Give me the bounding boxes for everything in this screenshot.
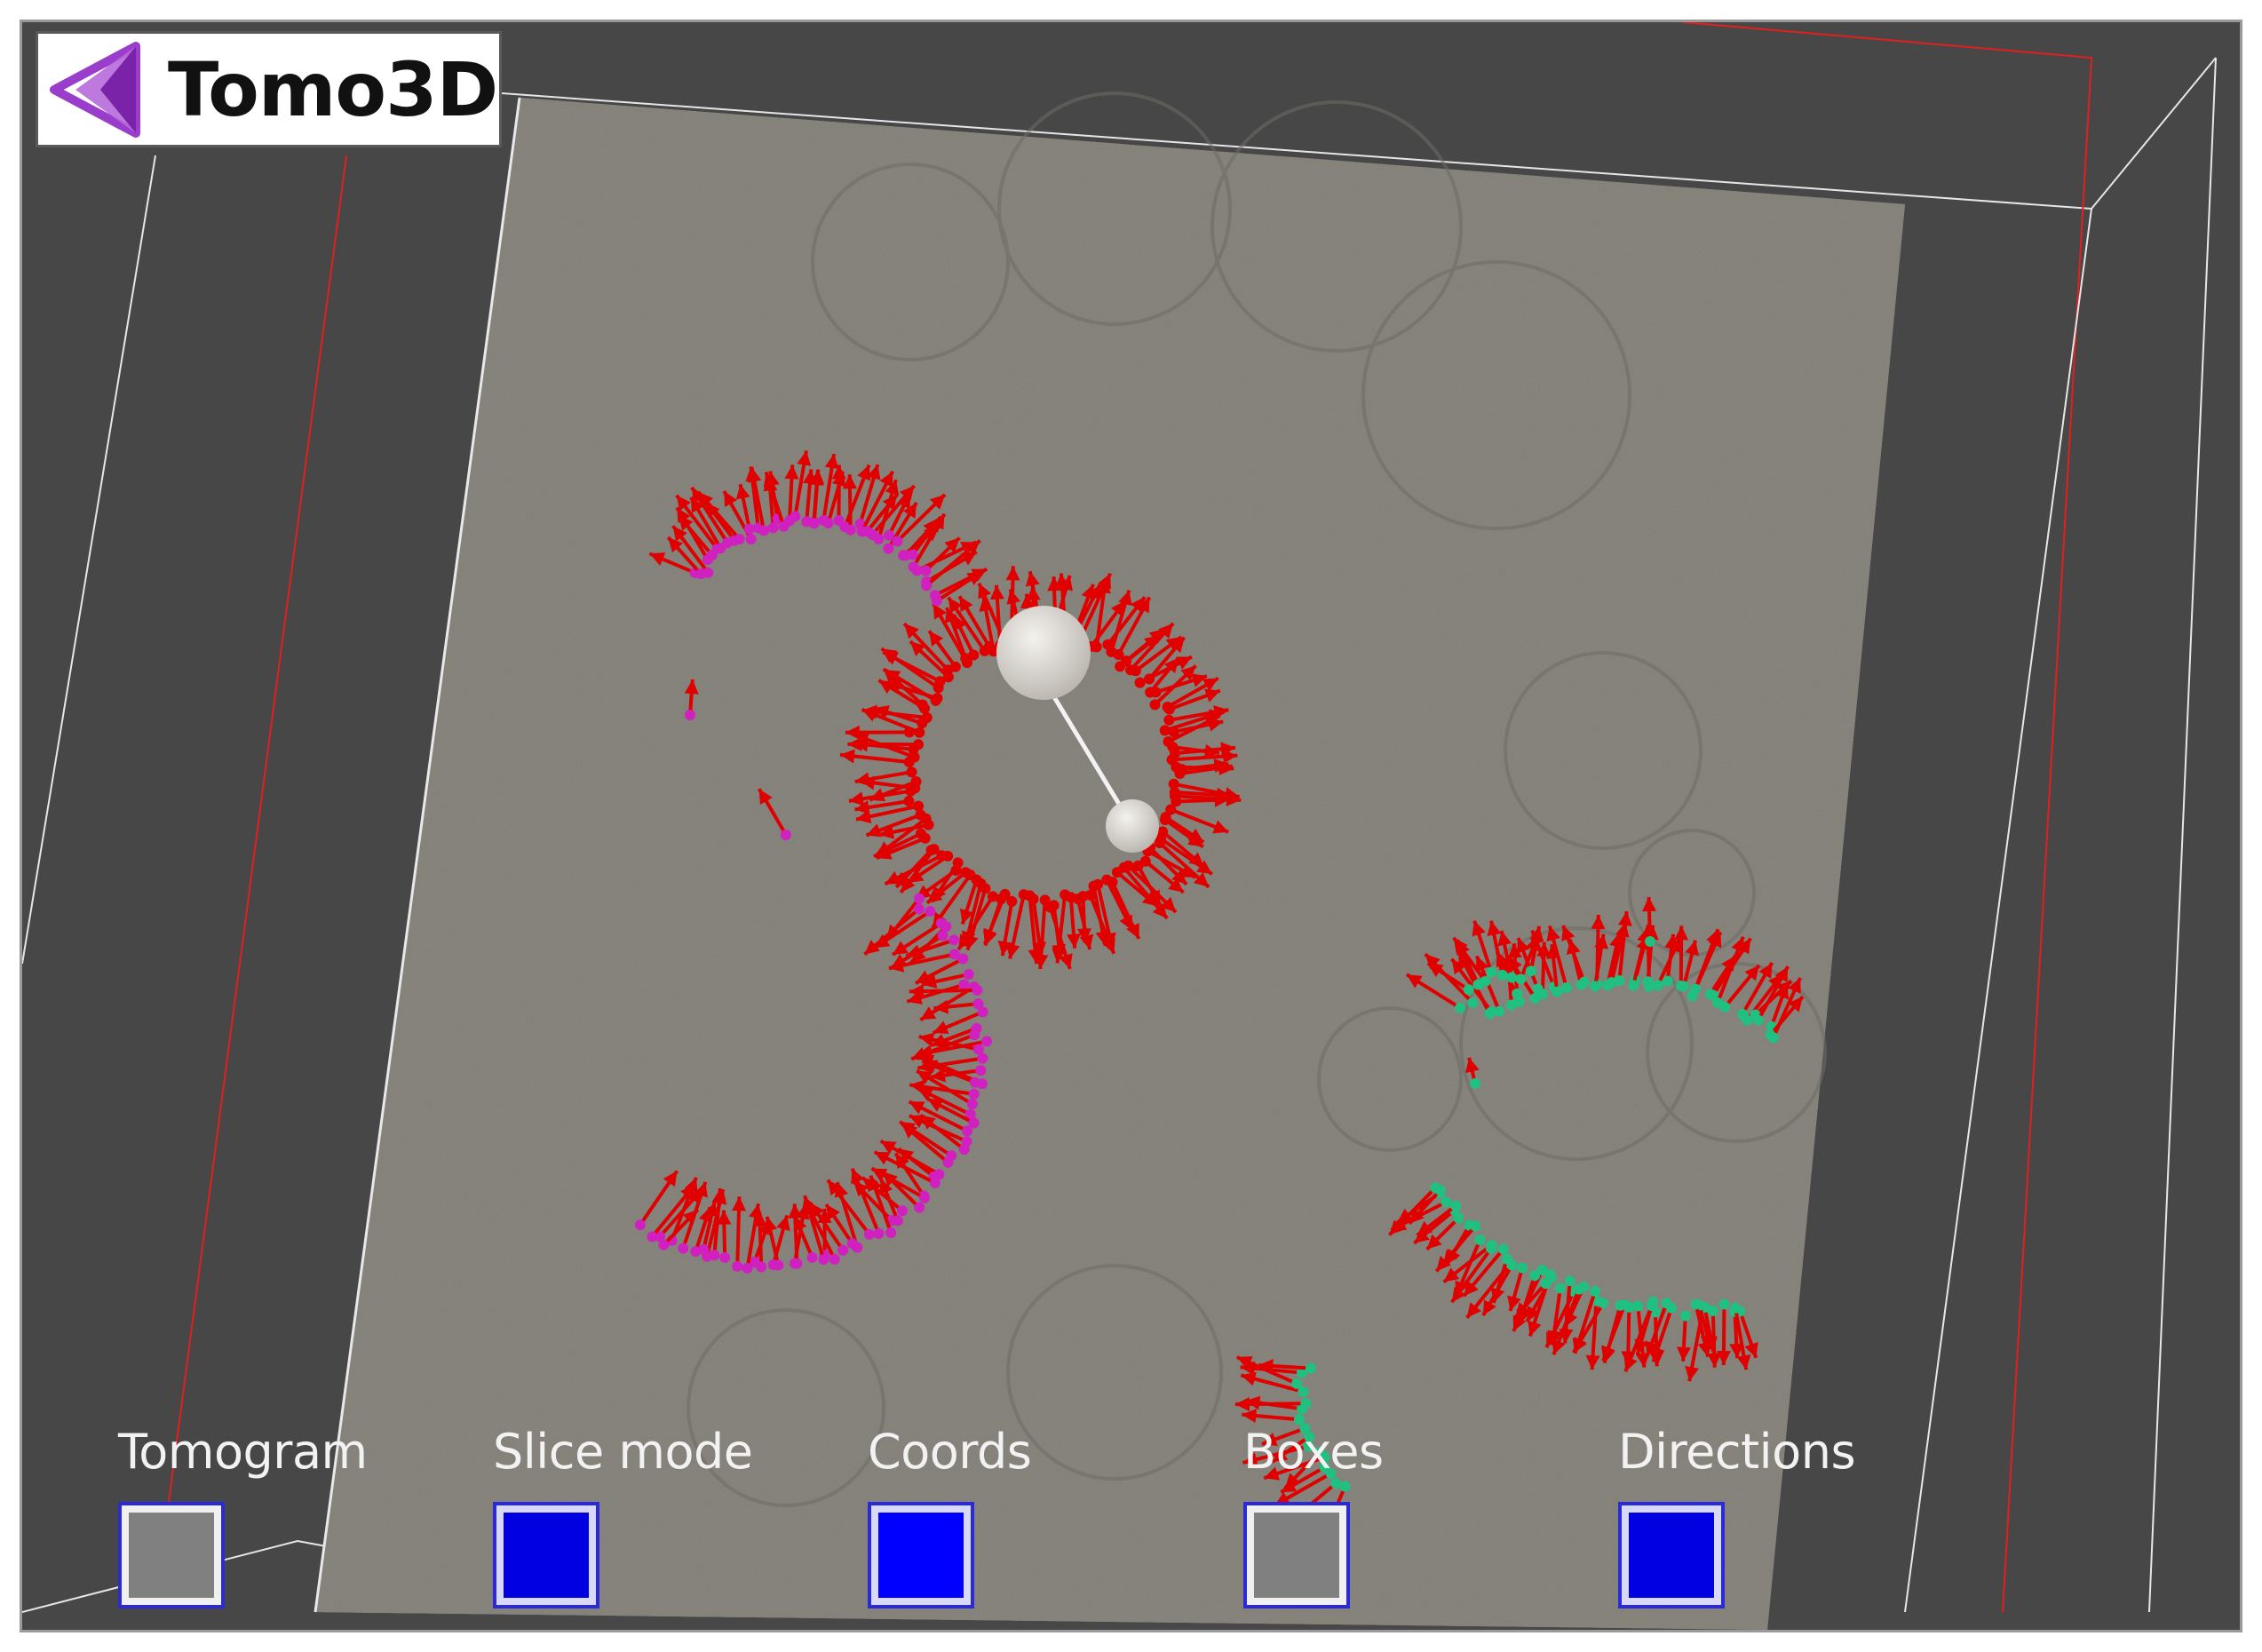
toggle-label-tomogram: Tomogram [118,1424,368,1480]
line-widget[interactable] [996,606,1159,853]
render-viewport[interactable]: Tomo3D Tomogram Slice mode Coords Boxes … [20,20,2242,1632]
tomogram-scene[interactable] [22,22,2240,1630]
app-logo: Tomo3D [36,31,502,147]
triangle-logo-icon [50,41,140,138]
checkbox-coords[interactable] [868,1502,974,1608]
widget-handle-small[interactable] [1106,799,1159,853]
toggle-slice-mode[interactable]: Slice mode [493,1426,753,1608]
toggle-coords[interactable]: Coords [868,1424,1032,1608]
app-title: Tomo3D [168,45,498,133]
checkbox-tomogram[interactable] [118,1502,225,1608]
toggle-label-slice-mode: Slice mode [493,1424,753,1480]
checkbox-directions[interactable] [1618,1502,1725,1608]
checkbox-boxes[interactable] [1243,1502,1350,1608]
widget-handle-large[interactable] [996,606,1091,700]
tomogram-slice[interactable] [314,91,1905,1630]
bounding-box [22,22,2217,1613]
particle-markers[interactable] [634,450,1805,1550]
toggle-label-coords: Coords [868,1424,1032,1480]
toggle-label-directions: Directions [1618,1424,1856,1480]
toggle-tomogram[interactable]: Tomogram [118,1426,368,1608]
toggle-boxes[interactable]: Boxes [1243,1426,1384,1608]
toggle-directions[interactable]: Directions [1618,1424,1856,1608]
toggle-label-boxes: Boxes [1243,1424,1384,1480]
checkbox-slice-mode[interactable] [493,1502,599,1608]
